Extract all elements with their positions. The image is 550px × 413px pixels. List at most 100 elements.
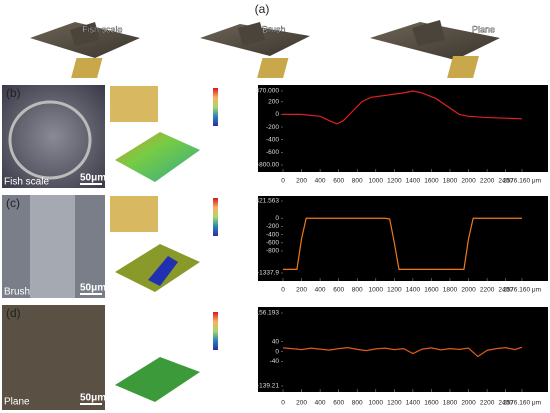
y-tick-label: -200 (266, 124, 279, 131)
x-tick-label: 0 (281, 400, 285, 407)
x-tick-label: 2400 (498, 287, 513, 294)
row-b: (b) Fish scale 50μm (2, 85, 218, 188)
inset-photo (110, 196, 158, 232)
surface-3d (115, 357, 200, 402)
x-tick-label: 2000 (461, 178, 476, 185)
sample-label: Plane (472, 24, 495, 34)
inset-photo (110, 86, 158, 122)
surface-3d (115, 132, 200, 182)
micrograph-feature (8, 100, 92, 180)
surface-3d (115, 244, 200, 292)
x-tick-label: 0 (281, 287, 285, 294)
profile-line (282, 346, 523, 358)
x-tick-label: 2400 (498, 400, 513, 407)
x-tick-label: 2200 (480, 400, 495, 407)
panel-a: (a) Fish scale Brush Plane (30, 2, 500, 78)
sample-label: Fish scale (82, 24, 123, 34)
color-scale (213, 88, 218, 126)
row-d: (d) Plane 50μm (2, 305, 218, 410)
sample-photo (257, 58, 289, 78)
x-tick-label: 800 (352, 178, 363, 185)
y-tick-label: 421.563 (256, 198, 280, 205)
x-tick-label: 600 (333, 400, 344, 407)
x-tick-label: 800 (352, 287, 363, 294)
y-tick-label: 0 (275, 215, 279, 222)
y-tick-label: 40 (272, 338, 280, 345)
x-tick-label: 1800 (443, 400, 458, 407)
scale-bar-label: 50μm (80, 393, 106, 404)
panel-label: (c) (6, 196, 20, 210)
y-tick-label: 0 (275, 111, 279, 118)
y-tick-label: -600 (266, 240, 279, 247)
panel-label: (a) (255, 2, 270, 16)
x-tick-label: 1000 (369, 400, 384, 407)
plot-background (258, 307, 548, 392)
x-tick-label: 800 (352, 400, 363, 407)
surface-3d-groove (148, 256, 178, 286)
x-tick-label: 600 (333, 287, 344, 294)
y-tick-label: -400 (266, 231, 279, 238)
x-tick-label: 2200 (480, 287, 495, 294)
x-tick-label: 1200 (387, 287, 402, 294)
x-tick-label: 2576.160 μm (503, 287, 541, 294)
micrograph-feature (30, 195, 75, 298)
y-tick-label: -800 (266, 248, 279, 255)
sample-label: Brush (4, 287, 30, 298)
x-tick-label: 400 (315, 287, 326, 294)
render (70, 22, 100, 46)
scale-bar-label: 50μm (80, 173, 106, 184)
row-c: (c) Brush 50μm (2, 195, 218, 298)
x-tick-label: 2576.160 μm (503, 178, 541, 185)
y-tick-label: -139.21 (257, 383, 279, 390)
y-tick-label: -800.00 (257, 162, 279, 169)
sample-label: Brush (262, 24, 286, 34)
x-tick-label: 1000 (369, 287, 384, 294)
x-tick-label: 1200 (387, 178, 402, 185)
scale-bar-label: 50μm (80, 283, 106, 294)
sample-photo (71, 58, 103, 78)
panel-label: (b) (6, 86, 21, 100)
x-tick-label: 2200 (480, 178, 495, 185)
x-tick-label: 2576.160 μm (503, 400, 541, 407)
y-tick-label: 0 (275, 348, 279, 355)
x-tick-label: 1800 (443, 287, 458, 294)
x-tick-label: 600 (333, 178, 344, 185)
x-tick-label: 200 (296, 178, 307, 185)
y-tick-label: 370.000 (256, 88, 280, 95)
plot-background (258, 196, 548, 281)
x-tick-label: 400 (315, 178, 326, 185)
x-tick-label: 1600 (424, 178, 439, 185)
profile-line (283, 90, 523, 125)
plot-background (258, 85, 548, 172)
y-tick-label: -200 (266, 223, 279, 230)
x-tick-label: 200 (296, 287, 307, 294)
sample-label: Fish scale (4, 177, 49, 188)
panel-label: (d) (6, 306, 21, 320)
x-tick-label: 1200 (387, 400, 402, 407)
x-tick-label: 0 (281, 178, 285, 185)
x-tick-label: 200 (296, 400, 307, 407)
render (412, 20, 445, 46)
x-tick-label: 1600 (424, 400, 439, 407)
profile-line (283, 217, 522, 271)
x-tick-label: 1600 (424, 287, 439, 294)
sample-photo (447, 56, 479, 78)
y-tick-label: -40 (270, 358, 280, 365)
color-scale (213, 198, 218, 236)
x-tick-label: 400 (315, 400, 326, 407)
x-tick-label: 2000 (461, 287, 476, 294)
micrograph (2, 305, 105, 410)
y-tick-label: -400 (266, 136, 279, 143)
x-tick-label: 1000 (369, 178, 384, 185)
render (238, 22, 265, 46)
x-tick-label: 2000 (461, 400, 476, 407)
y-tick-label: 200 (268, 98, 279, 105)
y-tick-label: 156.193 (256, 310, 280, 317)
x-tick-label: 1800 (443, 178, 458, 185)
color-scale (213, 312, 218, 350)
y-tick-label: -600 (266, 149, 279, 156)
y-tick-label: -1337.9 (257, 270, 279, 277)
sample-label: Plane (4, 397, 30, 408)
x-tick-label: 1400 (406, 400, 421, 407)
